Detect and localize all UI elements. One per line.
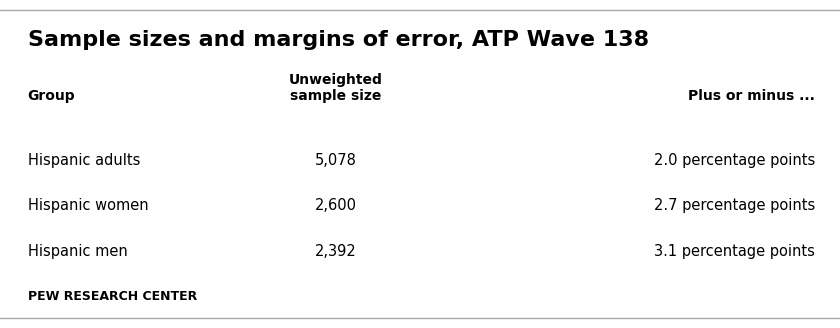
Text: 3.1 percentage points: 3.1 percentage points bbox=[654, 244, 815, 259]
Text: 2.0 percentage points: 2.0 percentage points bbox=[654, 153, 815, 168]
Text: Group: Group bbox=[28, 89, 76, 103]
Text: Hispanic men: Hispanic men bbox=[28, 244, 128, 259]
Text: PEW RESEARCH CENTER: PEW RESEARCH CENTER bbox=[28, 290, 197, 303]
Text: Plus or minus ...: Plus or minus ... bbox=[688, 89, 815, 103]
Text: Hispanic women: Hispanic women bbox=[28, 198, 149, 214]
Text: Sample sizes and margins of error, ATP Wave 138: Sample sizes and margins of error, ATP W… bbox=[28, 30, 648, 50]
Text: Unweighted
sample size: Unweighted sample size bbox=[289, 73, 383, 103]
Text: Hispanic adults: Hispanic adults bbox=[28, 153, 140, 168]
Text: 2.7 percentage points: 2.7 percentage points bbox=[654, 198, 815, 214]
Text: 2,600: 2,600 bbox=[315, 198, 357, 214]
Text: 2,392: 2,392 bbox=[315, 244, 357, 259]
Text: 5,078: 5,078 bbox=[315, 153, 357, 168]
